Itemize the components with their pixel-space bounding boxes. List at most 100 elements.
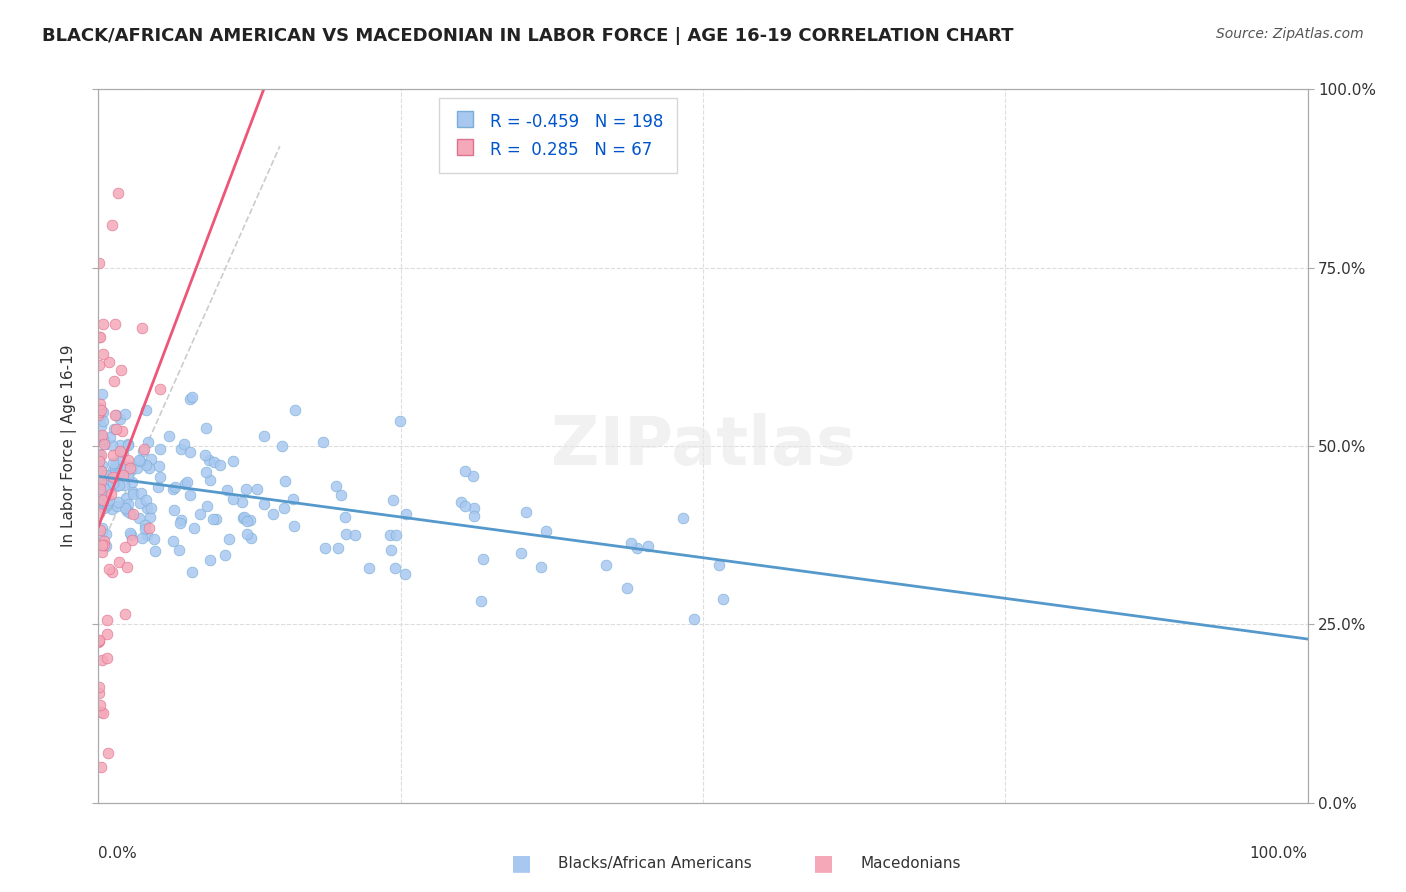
Point — [273, 500, 295, 515]
Point — [135, 403, 157, 417]
Point — [163, 503, 186, 517]
Point — [103, 374, 125, 388]
Point — [215, 483, 238, 498]
Point — [118, 461, 141, 475]
Point — [262, 508, 284, 522]
Point — [101, 463, 124, 477]
Point — [114, 465, 136, 479]
Point — [222, 454, 245, 468]
Point — [239, 513, 262, 527]
Point — [711, 591, 734, 606]
Y-axis label: In Labor Force | Age 16-19: In Labor Force | Age 16-19 — [60, 344, 77, 548]
Point — [179, 488, 201, 502]
Point — [101, 468, 124, 483]
Point — [104, 467, 127, 482]
Point — [181, 390, 204, 404]
Point — [97, 746, 120, 760]
Point — [101, 475, 124, 490]
Point — [359, 560, 381, 574]
Point — [134, 517, 156, 532]
Point — [93, 500, 115, 515]
Point — [127, 461, 149, 475]
Legend: R = -0.459   N = 198, R =  0.285   N = 67: R = -0.459 N = 198, R = 0.285 N = 67 — [439, 97, 678, 173]
Point — [87, 450, 110, 465]
Point — [89, 497, 111, 511]
Point — [89, 523, 111, 537]
Point — [283, 519, 305, 533]
Point — [201, 512, 224, 526]
Point — [90, 429, 112, 443]
Point — [87, 405, 110, 419]
Point — [90, 458, 112, 473]
Point — [118, 525, 141, 540]
Point — [96, 651, 118, 665]
Point — [87, 635, 110, 649]
Text: Blacks/African Americans: Blacks/African Americans — [558, 856, 752, 871]
Point — [170, 513, 193, 527]
Point — [98, 562, 121, 576]
Point — [394, 567, 416, 582]
Point — [87, 430, 110, 444]
Point — [131, 486, 153, 500]
Point — [138, 520, 160, 534]
Point — [94, 482, 117, 496]
Point — [108, 452, 131, 467]
Point — [87, 432, 110, 446]
Point — [139, 509, 162, 524]
Point — [335, 527, 357, 541]
Text: 100.0%: 100.0% — [1250, 846, 1308, 861]
Point — [87, 634, 110, 648]
Point — [169, 516, 191, 530]
Point — [96, 627, 118, 641]
Point — [450, 495, 472, 509]
Point — [157, 429, 180, 443]
Point — [198, 453, 221, 467]
Point — [91, 653, 114, 667]
Point — [131, 531, 153, 545]
Point — [343, 527, 366, 541]
Point — [122, 484, 145, 499]
Point — [335, 510, 357, 524]
Point — [221, 492, 243, 507]
Point — [534, 524, 557, 539]
Point — [89, 434, 111, 448]
Point — [110, 363, 132, 377]
Point — [89, 467, 111, 482]
Point — [91, 706, 114, 720]
Point — [142, 532, 165, 546]
Point — [94, 481, 117, 495]
Point — [141, 452, 163, 467]
Point — [595, 558, 617, 572]
Point — [105, 500, 128, 514]
Point — [87, 529, 110, 543]
Point — [139, 501, 162, 516]
Point — [129, 496, 152, 510]
Point — [93, 432, 115, 446]
Point — [101, 218, 124, 232]
Point — [105, 456, 128, 470]
Point — [170, 442, 193, 457]
Point — [395, 508, 418, 522]
Point — [90, 487, 112, 501]
Point — [93, 414, 115, 428]
Point — [200, 473, 222, 487]
Point — [616, 581, 638, 595]
Point — [148, 459, 170, 474]
Point — [117, 497, 139, 511]
Point — [104, 462, 127, 476]
Point — [236, 514, 259, 528]
Point — [103, 422, 125, 436]
Point — [134, 522, 156, 536]
Point — [709, 558, 731, 572]
Point — [463, 468, 485, 483]
Point — [87, 408, 110, 422]
Point — [235, 482, 257, 496]
Point — [91, 317, 114, 331]
Point — [90, 418, 112, 433]
Text: ■: ■ — [512, 853, 531, 872]
Point — [96, 499, 118, 513]
Point — [682, 612, 704, 626]
Point — [122, 507, 145, 521]
Point — [162, 534, 184, 549]
Point — [380, 528, 402, 542]
